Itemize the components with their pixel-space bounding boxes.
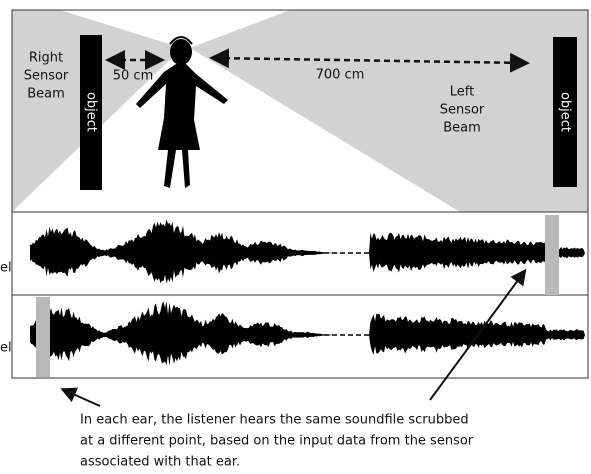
beam-label: Beam bbox=[443, 121, 481, 136]
diagram: object object Right Sensor Beam Left Sen… bbox=[0, 0, 591, 474]
object-label: object bbox=[84, 92, 99, 132]
track-label: el bbox=[0, 341, 12, 356]
page: object object Right Sensor Beam Left Sen… bbox=[0, 0, 591, 474]
playhead-marker bbox=[545, 215, 559, 295]
caption-line: at a different point, based on the input… bbox=[80, 434, 474, 449]
pointer-arrow bbox=[64, 390, 100, 406]
distance-label: 50 cm bbox=[113, 69, 154, 84]
beam-label: Left bbox=[450, 85, 474, 100]
playhead-marker bbox=[36, 297, 50, 377]
beam-label: Right bbox=[29, 51, 63, 66]
track-label: el bbox=[0, 261, 12, 276]
caption-line: In each ear, the listener hears the same… bbox=[80, 413, 469, 428]
beam-label: Sensor bbox=[440, 103, 485, 118]
distance-label: 700 cm bbox=[316, 68, 365, 83]
object-label: object bbox=[558, 92, 573, 132]
beam-label: Beam bbox=[27, 87, 65, 102]
beam-label: Sensor bbox=[24, 69, 69, 84]
caption-line: associated with that ear. bbox=[80, 455, 240, 470]
